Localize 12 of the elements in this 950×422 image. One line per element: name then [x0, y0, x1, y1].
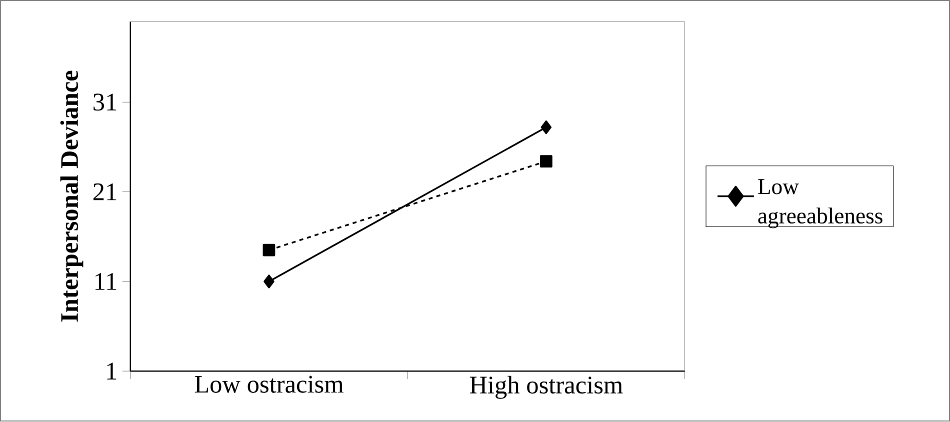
point: [540, 120, 552, 134]
y-tick-label: 1: [107, 362, 116, 380]
x-tick-label: High ostracism: [470, 376, 623, 400]
y-tick-label: 31: [94, 94, 116, 111]
legend-label: Low agreeableness: [758, 179, 882, 228]
point: [262, 244, 276, 256]
x-tick-label: Low ostracism: [194, 376, 344, 394]
point: [264, 274, 274, 289]
y-tick-label: 21: [93, 184, 116, 200]
point: [540, 155, 552, 168]
y-axis-title: Interpersonal Deviance: [60, 71, 84, 322]
y-tick-label: 11: [96, 273, 116, 290]
